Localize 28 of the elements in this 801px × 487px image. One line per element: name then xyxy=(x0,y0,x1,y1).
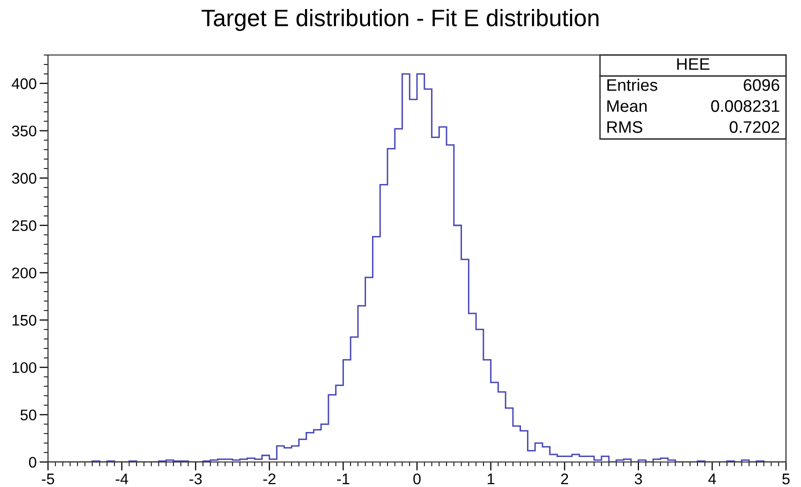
y-tick-label: 0 xyxy=(28,456,36,468)
x-tick-label: -1 xyxy=(337,474,350,484)
y-tick-label: 50 xyxy=(20,410,36,420)
x-tick-label: 1 xyxy=(488,474,494,484)
chart-title: Target E distribution - Fit E distribution xyxy=(202,8,598,32)
y-tick-label: 150 xyxy=(12,314,36,326)
annotation: Entries xyxy=(607,78,658,91)
x-tick-label: 2 xyxy=(561,474,568,484)
annotation: Mean xyxy=(607,100,647,112)
y-tick-label: 250 xyxy=(12,220,36,232)
annotation: HEE xyxy=(677,58,710,70)
x-tick-label: -2 xyxy=(263,474,276,484)
x-tick-label: 0 xyxy=(413,474,421,484)
y-tick-label: 300 xyxy=(12,172,36,184)
annotation: 0.7202 xyxy=(730,121,780,133)
x-tick-label: -3 xyxy=(189,474,202,484)
x-tick-label: 3 xyxy=(634,474,642,484)
x-tick-label: -4 xyxy=(116,474,128,484)
y-tick-label: 350 xyxy=(12,126,36,136)
annotation: RMS xyxy=(607,121,642,133)
annotation: 6096 xyxy=(744,79,780,91)
x-tick-label: -5 xyxy=(42,474,54,484)
y-tick-label: 100 xyxy=(12,362,36,374)
y-tick-label: 400 xyxy=(12,78,36,90)
x-tick-label: 5 xyxy=(782,474,790,484)
x-tick-label: 4 xyxy=(708,474,716,484)
y-tick-label: 200 xyxy=(12,268,36,278)
annotation: 0.008231 xyxy=(711,100,780,112)
